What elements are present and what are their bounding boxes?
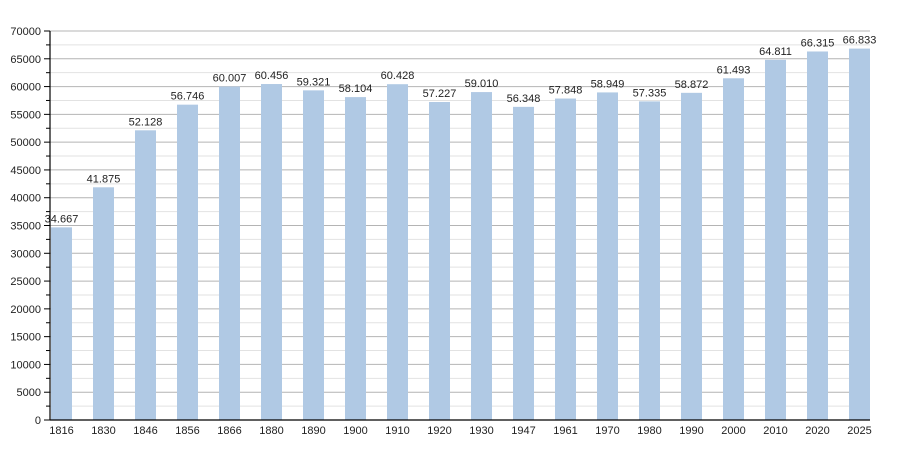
data-label-1947: 56.348 (507, 93, 541, 105)
data-label-1910: 60.428 (381, 70, 415, 82)
bar-1930 (471, 92, 492, 420)
data-label-1970: 58.949 (591, 78, 625, 90)
bar-1980 (639, 101, 660, 420)
bar-1846 (135, 130, 156, 420)
bar-1970 (597, 92, 618, 420)
data-label-1990: 58.872 (675, 79, 709, 91)
y-tick-label: 15000 (10, 332, 41, 344)
y-tick-label: 5000 (17, 387, 41, 399)
y-tick-label: 30000 (10, 248, 41, 260)
y-tick-label: 25000 (10, 276, 41, 288)
y-tick-label: 60000 (10, 82, 41, 94)
bar-1910 (387, 84, 408, 421)
y-tick-label: 70000 (10, 26, 41, 38)
data-label-2025: 66.833 (843, 35, 877, 47)
bar-1856 (177, 104, 198, 421)
y-tick-label: 10000 (10, 359, 41, 371)
x-tick-label: 1830 (91, 425, 115, 437)
x-tick-label: 2025 (847, 425, 871, 437)
data-label-1866: 60.007 (213, 73, 247, 85)
bar-2000 (723, 78, 744, 421)
x-tick-label: 1910 (385, 425, 409, 437)
x-tick-label: 1816 (49, 425, 73, 437)
data-label-2010: 64.811 (759, 46, 792, 58)
x-tick-label: 1900 (343, 425, 367, 437)
x-tick-label: 1856 (175, 425, 199, 437)
data-label-1900: 58.104 (339, 83, 373, 95)
data-label-1816: 34.667 (45, 213, 79, 225)
x-tick-label: 1920 (427, 425, 451, 437)
bar-1830 (93, 187, 114, 420)
y-tick-label: 45000 (10, 165, 41, 177)
x-tick-label: 2010 (763, 425, 787, 437)
x-tick-label: 1880 (259, 425, 283, 437)
data-label-2000: 61.493 (717, 64, 751, 76)
data-label-1961: 57.848 (549, 85, 583, 97)
y-tick-label: 50000 (10, 137, 41, 149)
x-tick-label: 1990 (679, 425, 703, 437)
bar-1947 (513, 106, 534, 420)
data-label-1930: 59.010 (465, 78, 499, 90)
x-tick-label: 1947 (511, 425, 535, 437)
bar-2020 (807, 51, 828, 420)
bar-1866 (219, 86, 240, 420)
bar-1880 (261, 84, 282, 421)
data-label-1846: 52.128 (129, 116, 163, 128)
x-tick-label: 1846 (133, 425, 157, 437)
data-label-1856: 56.746 (171, 91, 205, 103)
y-tick-label: 35000 (10, 221, 41, 233)
x-tick-label: 1890 (301, 425, 325, 437)
data-label-1880: 60.456 (255, 70, 289, 82)
x-tick-label: 1980 (637, 425, 661, 437)
x-tick-label: 1866 (217, 425, 241, 437)
bar-1890 (303, 90, 324, 420)
bar-2010 (765, 59, 786, 421)
x-tick-label: 1961 (553, 425, 577, 437)
data-label-1830: 41.875 (87, 173, 121, 185)
x-tick-label: 2020 (805, 425, 829, 437)
bar-1900 (345, 97, 366, 420)
x-tick-label: 2000 (721, 425, 745, 437)
data-label-1980: 57.335 (633, 87, 667, 99)
bar-1816 (51, 227, 72, 420)
y-tick-label: 20000 (10, 304, 41, 316)
y-tick-label: 40000 (10, 193, 41, 205)
bar-1961 (555, 98, 576, 421)
bar-2025 (849, 48, 870, 420)
bar-1920 (429, 101, 450, 420)
x-tick-label: 1970 (595, 425, 619, 437)
y-tick-label: 0 (35, 415, 41, 427)
y-tick-label: 65000 (10, 54, 41, 66)
x-tick-label: 1930 (469, 425, 493, 437)
data-label-1890: 59.321 (297, 76, 331, 88)
data-label-2020: 66.315 (801, 37, 835, 49)
data-label-1920: 57.227 (423, 88, 457, 100)
bar-1990 (681, 92, 702, 421)
y-tick-label: 55000 (10, 109, 41, 121)
